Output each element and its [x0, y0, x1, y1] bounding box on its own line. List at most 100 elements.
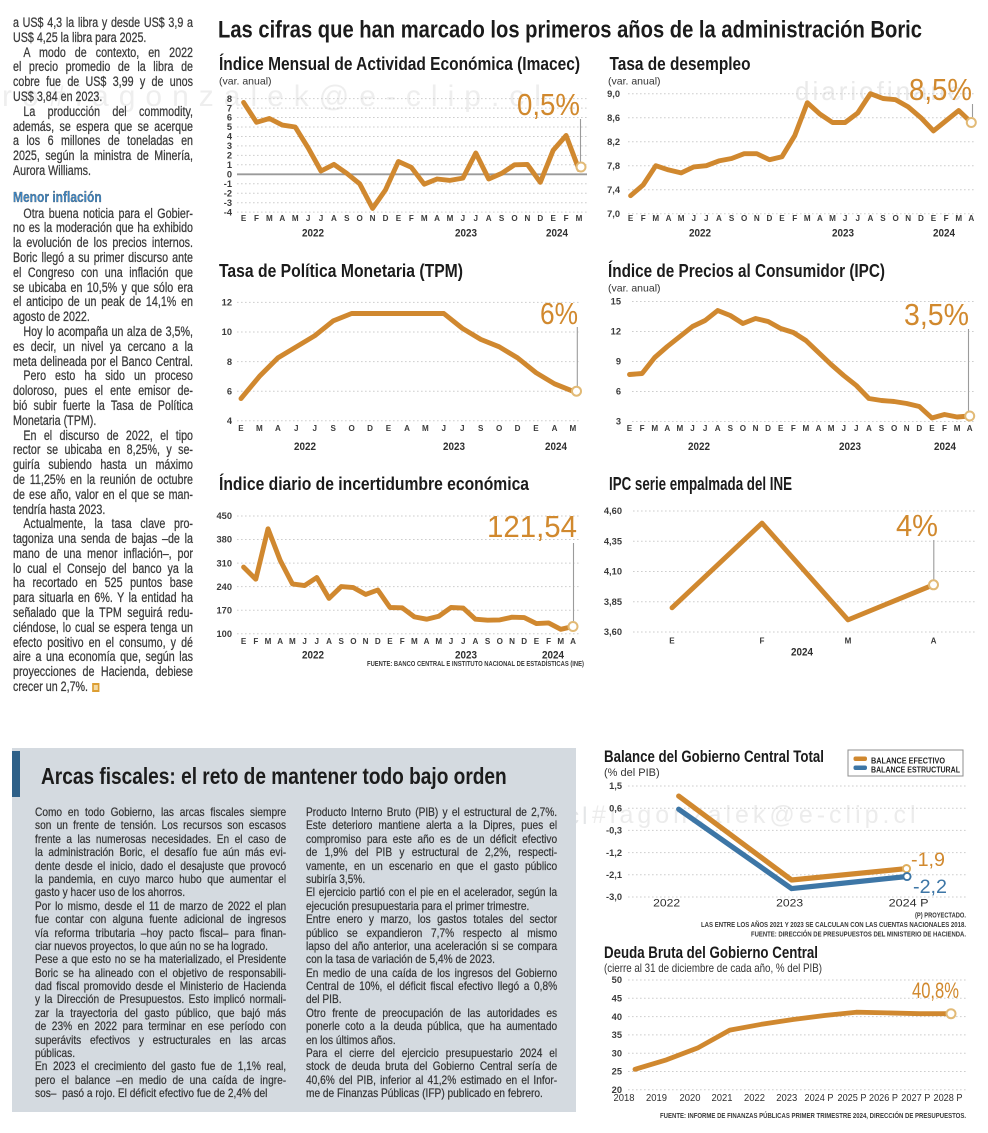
- svg-text:F: F: [400, 637, 405, 646]
- svg-text:F: F: [942, 424, 947, 433]
- svg-text:1: 1: [227, 160, 232, 170]
- svg-text:F: F: [944, 214, 949, 223]
- svg-text:D: D: [916, 424, 922, 433]
- svg-text:M: M: [955, 214, 962, 223]
- svg-text:-2,2: -2,2: [913, 877, 947, 898]
- svg-text:-2,1: -2,1: [606, 870, 622, 880]
- svg-text:10: 10: [222, 327, 232, 337]
- svg-text:FUENTE: DIRECCIÓN DE PRESUPUES: FUENTE: DIRECCIÓN DE PRESUPUESTOS DEL MI…: [751, 930, 966, 939]
- svg-text:M: M: [292, 214, 299, 223]
- svg-text:20: 20: [612, 1085, 622, 1095]
- svg-text:310: 310: [216, 558, 232, 568]
- svg-text:4: 4: [227, 416, 233, 426]
- svg-text:8: 8: [227, 94, 232, 104]
- svg-text:3: 3: [616, 417, 621, 427]
- svg-text:S: S: [478, 424, 484, 433]
- svg-text:M: M: [678, 214, 685, 223]
- svg-text:2022: 2022: [689, 228, 711, 240]
- svg-text:M: M: [828, 424, 835, 433]
- svg-text:F: F: [409, 214, 414, 223]
- svg-text:Balance del Gobierno Central T: Balance del Gobierno Central Total: [604, 747, 824, 766]
- svg-text:N: N: [509, 637, 515, 646]
- svg-text:2024: 2024: [933, 228, 956, 240]
- svg-text:D: D: [383, 214, 389, 223]
- svg-text:240: 240: [216, 582, 232, 592]
- svg-text:2023: 2023: [776, 898, 803, 910]
- svg-text:F: F: [760, 637, 765, 646]
- svg-text:2024: 2024: [791, 647, 814, 659]
- svg-text:J: J: [843, 214, 848, 223]
- svg-text:J: J: [704, 214, 709, 223]
- svg-text:2018: 2018: [614, 1092, 635, 1104]
- svg-text:J: J: [442, 424, 447, 433]
- svg-text:9: 9: [616, 357, 621, 367]
- svg-text:J: J: [460, 424, 465, 433]
- svg-text:A: A: [326, 637, 332, 646]
- svg-text:A: A: [404, 424, 410, 433]
- svg-text:M: M: [651, 424, 658, 433]
- svg-text:2022: 2022: [688, 441, 710, 453]
- svg-text:A: A: [279, 214, 285, 223]
- svg-text:121,54: 121,54: [487, 509, 577, 544]
- svg-text:J: J: [703, 424, 708, 433]
- svg-text:D: D: [375, 637, 381, 646]
- svg-text:S: S: [338, 637, 344, 646]
- svg-text:2024: 2024: [542, 650, 565, 662]
- svg-text:F: F: [254, 214, 259, 223]
- svg-text:2023: 2023: [832, 228, 854, 240]
- svg-text:12: 12: [611, 327, 621, 337]
- svg-text:7: 7: [227, 103, 232, 113]
- svg-text:N: N: [904, 424, 910, 433]
- svg-text:2024: 2024: [546, 228, 569, 240]
- svg-text:D: D: [367, 424, 373, 433]
- svg-text:-3: -3: [224, 198, 232, 208]
- svg-text:O: O: [741, 214, 747, 223]
- svg-text:O: O: [350, 637, 356, 646]
- svg-text:M: M: [421, 214, 428, 223]
- svg-text:E: E: [241, 214, 247, 223]
- svg-text:M: M: [447, 214, 454, 223]
- svg-text:-0,3: -0,3: [606, 826, 622, 836]
- svg-text:E: E: [669, 637, 675, 646]
- svg-text:E: E: [241, 637, 247, 646]
- svg-text:M: M: [422, 424, 429, 433]
- svg-text:O: O: [496, 424, 502, 433]
- svg-text:30: 30: [612, 1048, 622, 1058]
- svg-text:O: O: [348, 424, 354, 433]
- svg-text:A: A: [570, 637, 576, 646]
- svg-text:N: N: [524, 214, 530, 223]
- svg-text:M: M: [289, 637, 296, 646]
- svg-text:4: 4: [227, 132, 233, 142]
- svg-text:O: O: [497, 637, 503, 646]
- svg-text:M: M: [570, 424, 577, 433]
- svg-text:D: D: [765, 424, 771, 433]
- svg-text:0,6: 0,6: [609, 803, 622, 813]
- svg-text:-3,0: -3,0: [606, 892, 622, 902]
- svg-text:S: S: [729, 214, 735, 223]
- svg-text:4,35: 4,35: [604, 537, 622, 547]
- svg-text:(var. anual): (var. anual): [608, 283, 661, 295]
- svg-text:(var. anual): (var. anual): [219, 76, 272, 88]
- svg-text:9,0: 9,0: [607, 89, 620, 99]
- svg-text:6%: 6%: [540, 296, 578, 331]
- svg-text:8: 8: [227, 357, 232, 367]
- svg-text:J: J: [690, 424, 695, 433]
- svg-text:2024 P: 2024 P: [889, 898, 929, 910]
- svg-text:Deuda Bruta del Gobierno Centr: Deuda Bruta del Gobierno Central: [604, 943, 818, 962]
- svg-text:2023: 2023: [839, 441, 861, 453]
- svg-text:3: 3: [227, 141, 232, 151]
- svg-text:(var. anual): (var. anual): [608, 76, 661, 88]
- svg-text:E: E: [550, 214, 556, 223]
- svg-text:F: F: [546, 637, 551, 646]
- svg-text:M: M: [829, 214, 836, 223]
- svg-text:LAS ENTRE LOS AÑOS 2021 Y 2023: LAS ENTRE LOS AÑOS 2021 Y 2023 SE CALCUL…: [701, 920, 966, 929]
- svg-text:E: E: [778, 424, 784, 433]
- svg-text:D: D: [918, 214, 924, 223]
- svg-text:E: E: [779, 214, 785, 223]
- svg-text:J: J: [313, 424, 318, 433]
- svg-text:Índice diario de incertidumbre: Índice diario de incertidumbre económica: [219, 473, 530, 494]
- svg-text:S: S: [344, 214, 350, 223]
- svg-text:J: J: [461, 637, 466, 646]
- svg-text:A: A: [277, 637, 283, 646]
- svg-text:-1,2: -1,2: [606, 848, 622, 858]
